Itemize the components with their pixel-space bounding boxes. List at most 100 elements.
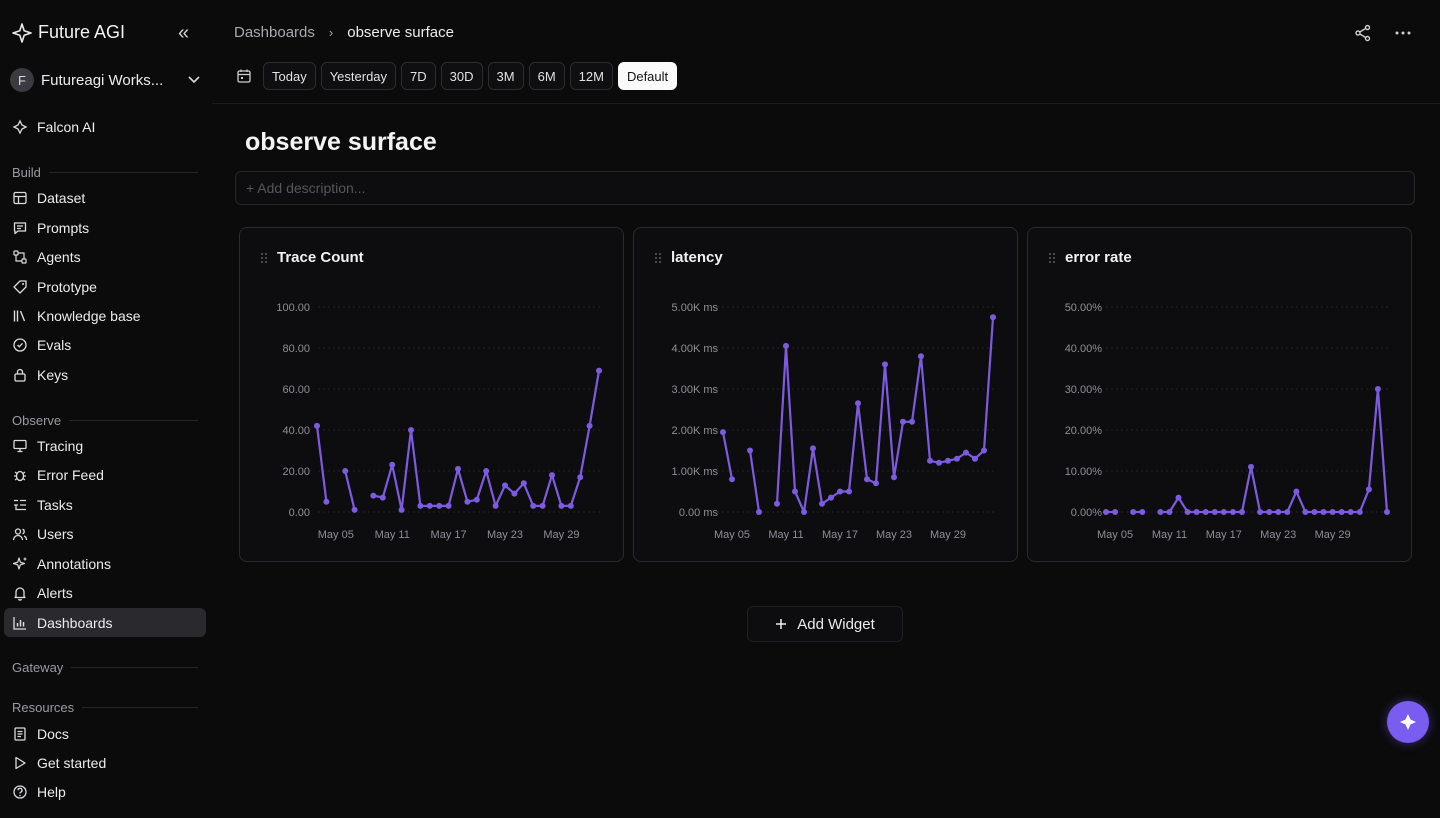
data-point: [783, 342, 789, 349]
data-point: [1130, 509, 1137, 515]
sidebar-item-agents[interactable]: Agents: [12, 244, 204, 270]
x-tick-label: May 05: [318, 529, 354, 541]
data-point: [981, 447, 987, 454]
sidebar-item-users[interactable]: Users: [12, 521, 204, 547]
sidebar-item-get-started[interactable]: Get started: [12, 750, 204, 776]
sidebar-item-label: Agents: [37, 249, 81, 265]
data-point: [1384, 509, 1390, 515]
sidebar-item-keys[interactable]: Keys: [12, 362, 204, 388]
sidebar-item-alerts[interactable]: Alerts: [12, 580, 204, 606]
workspace-switcher[interactable]: F Futureagi Works...: [10, 66, 200, 94]
data-point: [455, 465, 461, 472]
range-6m-button[interactable]: 6M: [528, 62, 565, 90]
drag-handle-icon[interactable]: [260, 252, 268, 264]
more-options-icon[interactable]: [1394, 24, 1412, 42]
data-point: [1139, 509, 1146, 515]
data-point: [530, 502, 537, 509]
share-icon[interactable]: [1354, 24, 1372, 42]
x-tick-label: May 17: [431, 529, 467, 541]
data-point: [918, 353, 924, 360]
data-point: [1248, 463, 1254, 470]
y-tick-label: 80.00: [282, 343, 310, 355]
data-point: [342, 468, 349, 474]
error-rate-chart: 50.00% 40.00% 30.00% 20.00% 10.00% 0.00% May 0…: [1065, 302, 1390, 541]
sidebar-item-prototype[interactable]: Prototype: [12, 274, 204, 300]
data-point: [1329, 509, 1336, 515]
data-point: [1275, 509, 1282, 515]
data-point: [756, 509, 762, 515]
sidebar-item-falcon-ai[interactable]: Falcon AI: [12, 114, 204, 140]
range-yesterday-button[interactable]: Yesterday: [320, 62, 397, 90]
sidebar-item-knowledge-base[interactable]: Knowledge base: [12, 303, 204, 329]
sidebar-item-evals[interactable]: Evals: [12, 332, 204, 358]
data-point: [417, 502, 424, 509]
series-line: [373, 370, 601, 511]
breadcrumb-dashboards-link[interactable]: Dashboards: [234, 24, 315, 41]
y-tick-label: 4.00K ms: [672, 343, 719, 355]
page-title: observe surface: [245, 128, 437, 156]
add-widget-button[interactable]: Add Widget: [747, 606, 903, 642]
widget-error-rate[interactable]: 50.00% 40.00% 30.00% 20.00% 10.00% 0.00% May 0…: [1027, 227, 1412, 562]
widget-title: Trace Count: [277, 249, 364, 266]
y-tick-label: 0.00 ms: [679, 507, 719, 519]
range-7d-button[interactable]: 7D: [401, 62, 436, 90]
sidebar-item-label: Dashboards: [37, 614, 113, 631]
workflow-icon: [13, 250, 27, 264]
sidebar-item-docs[interactable]: Docs: [12, 721, 204, 747]
falcon-assistant-button[interactable]: [1387, 701, 1429, 743]
data-point: [596, 367, 602, 374]
sidebar-item-help[interactable]: Help: [12, 779, 204, 805]
section-build: Build: [12, 165, 198, 180]
range-3m-button[interactable]: 3M: [487, 62, 524, 90]
data-point: [558, 502, 565, 509]
data-point: [747, 447, 753, 454]
sidebar-item-annotations[interactable]: Annotations: [12, 551, 204, 577]
description-input[interactable]: + Add description...: [235, 171, 1415, 205]
data-point: [502, 482, 508, 489]
x-tick-label: May 11: [375, 529, 410, 541]
brand[interactable]: Future AGI: [12, 22, 125, 43]
data-point: [891, 474, 897, 481]
sidebar-item-tasks[interactable]: Tasks: [12, 492, 204, 518]
library-icon: [13, 310, 26, 322]
sidebar-item-error-feed[interactable]: Error Feed: [12, 462, 204, 488]
data-point: [1320, 509, 1327, 515]
sidebar-item-label: Dataset: [37, 190, 86, 206]
data-point: [1175, 494, 1182, 501]
series-line: [344, 470, 356, 511]
data-point: [1257, 509, 1264, 515]
range-30d-button[interactable]: 30D: [440, 62, 483, 90]
widget-latency[interactable]: 5.00K ms 4.00K ms 3.00K ms 2.00K ms 1.00K ms…: [633, 227, 1018, 562]
breadcrumb-current: observe surface: [347, 24, 454, 41]
data-point: [927, 457, 933, 464]
data-point: [837, 488, 843, 495]
sidebar-item-prompts[interactable]: Prompts: [12, 215, 204, 241]
widget-title: latency: [671, 249, 723, 266]
collapse-sidebar-icon[interactable]: «: [178, 22, 190, 44]
x-tick-label: May 23: [487, 529, 523, 541]
data-point: [774, 500, 780, 507]
data-point: [855, 400, 861, 407]
sidebar-item-tracing[interactable]: Tracing: [12, 433, 204, 459]
range-today-button[interactable]: Today: [263, 62, 316, 90]
sidebar-item-dashboards[interactable]: Dashboards: [4, 608, 206, 637]
data-point: [1112, 509, 1119, 515]
data-point: [1220, 509, 1227, 515]
range-12m-button[interactable]: 12M: [569, 62, 613, 90]
x-tick-label: May 11: [1152, 529, 1187, 541]
y-tick-label: 20.00%: [1065, 425, 1103, 437]
calendar-icon[interactable]: [236, 68, 252, 84]
widget-trace-count[interactable]: 100.00 80.00 60.00 40.00 20.00 0.00 May 05 May …: [239, 227, 624, 562]
document-icon: [14, 727, 26, 741]
drag-handle-icon[interactable]: [1048, 252, 1056, 264]
monitor-icon: [13, 439, 27, 453]
section-gateway: Gateway: [12, 660, 198, 675]
range-default-button[interactable]: Default: [617, 62, 678, 90]
data-point: [1239, 509, 1245, 515]
x-tick-label: May 23: [876, 529, 912, 541]
data-point: [408, 427, 414, 433]
sidebar-item-dataset[interactable]: Dataset: [12, 185, 204, 211]
drag-handle-icon[interactable]: [654, 252, 662, 264]
data-point: [1103, 509, 1109, 515]
